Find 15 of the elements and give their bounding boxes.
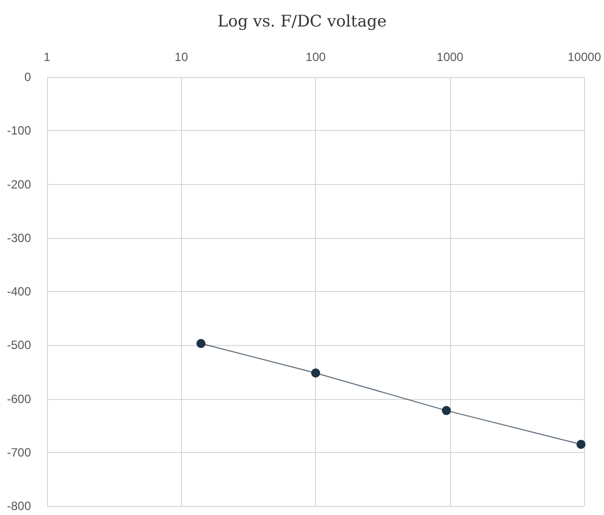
- chart-title: Log vs. F/DC voltage: [217, 12, 387, 30]
- x-tick-label: 10000: [568, 50, 602, 64]
- y-tick-label: -500: [6, 338, 32, 352]
- x-tick-label: 100: [306, 50, 326, 64]
- y-tick-label: -200: [6, 177, 32, 192]
- y-tick-label: -400: [6, 284, 32, 298]
- y-tick-label: -600: [6, 392, 32, 406]
- x-tick-label: 1: [44, 50, 51, 64]
- y-tick-label: -800: [6, 499, 32, 513]
- y-tick-label: -700: [6, 445, 32, 460]
- x-tick-label: 10: [174, 50, 188, 64]
- x-tick-label: 1000: [436, 50, 464, 64]
- y-tick-label: -100: [6, 124, 32, 138]
- y-tick-label: -300: [6, 230, 32, 245]
- y-tick-label: 0: [24, 70, 32, 84]
